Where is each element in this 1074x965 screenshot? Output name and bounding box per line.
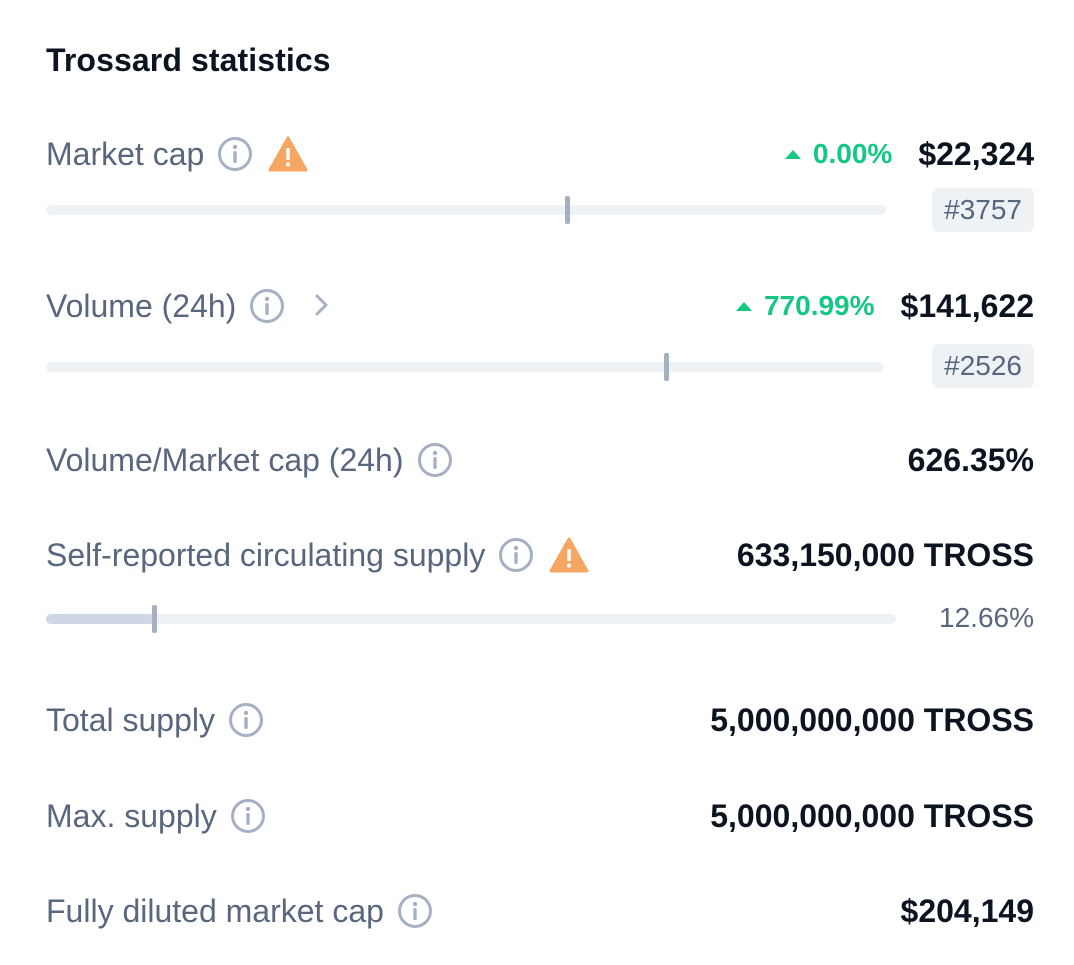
section-title: Trossard statistics bbox=[46, 42, 331, 78]
warning-icon[interactable] bbox=[268, 135, 308, 173]
fdmc-value: $204,149 bbox=[900, 892, 1034, 929]
fdmc-row: Fully diluted market cap $204,149 bbox=[46, 888, 1034, 934]
info-icon[interactable] bbox=[248, 287, 286, 325]
fdmc-label: Fully diluted market cap bbox=[46, 892, 384, 929]
volume-value: $141,622 bbox=[900, 287, 1034, 324]
market-cap-value: $22,324 bbox=[918, 135, 1034, 172]
max-supply-label: Max. supply bbox=[46, 797, 217, 834]
volume-rank-marker bbox=[664, 353, 670, 381]
volume-market-cap-label: Volume/Market cap (24h) bbox=[46, 441, 404, 478]
chevron-right-icon[interactable] bbox=[310, 287, 334, 325]
market-cap-change: 0.00% bbox=[784, 138, 893, 170]
volume-row: Volume (24h) 770.99% $141,622 bbox=[46, 283, 1034, 329]
volume-rank-badge: #2526 bbox=[932, 344, 1034, 388]
volume-market-cap-value: 626.35% bbox=[907, 441, 1034, 478]
market-cap-row: Market cap 0.00% $22,324 bbox=[46, 131, 1034, 177]
circulating-supply-value: 633,150,000 TROSS bbox=[736, 536, 1034, 573]
caret-up-icon bbox=[784, 149, 801, 159]
circulating-supply-label: Self-reported circulating supply bbox=[46, 536, 486, 573]
max-supply-value: 5,000,000,000 TROSS bbox=[710, 797, 1034, 834]
max-supply-row: Max. supply 5,000,000,000 TROSS bbox=[46, 793, 1034, 839]
info-icon[interactable] bbox=[416, 441, 454, 479]
total-supply-label: Total supply bbox=[46, 701, 215, 738]
volume-change: 770.99% bbox=[735, 290, 875, 322]
volume-rank-bar bbox=[46, 353, 884, 381]
volume-market-cap-row: Volume/Market cap (24h) 626.35% bbox=[46, 437, 1034, 483]
total-supply-value: 5,000,000,000 TROSS bbox=[710, 701, 1034, 738]
warning-icon[interactable] bbox=[549, 536, 589, 574]
volume-label: Volume (24h) bbox=[46, 287, 237, 324]
market-cap-rank-badge: #3757 bbox=[932, 188, 1034, 232]
info-icon[interactable] bbox=[227, 701, 265, 739]
market-cap-label: Market cap bbox=[46, 135, 205, 172]
circulating-supply-fill bbox=[46, 614, 154, 624]
caret-up-icon bbox=[735, 301, 752, 311]
circulating-supply-marker bbox=[151, 605, 157, 633]
total-supply-row: Total supply 5,000,000,000 TROSS bbox=[46, 697, 1034, 743]
volume-change-value: 770.99% bbox=[763, 290, 875, 321]
info-icon[interactable] bbox=[216, 135, 254, 173]
info-icon[interactable] bbox=[396, 892, 434, 930]
market-cap-change-value: 0.00% bbox=[812, 138, 893, 169]
info-icon[interactable] bbox=[497, 536, 535, 574]
circulating-supply-bar bbox=[46, 605, 896, 633]
market-cap-rank-bar bbox=[46, 196, 886, 224]
market-cap-rank-marker bbox=[564, 196, 570, 224]
info-icon[interactable] bbox=[229, 797, 267, 835]
circulating-supply-row: Self-reported circulating supply 633,150… bbox=[46, 532, 1034, 578]
circulating-supply-percent: 12.66% bbox=[939, 602, 1034, 633]
